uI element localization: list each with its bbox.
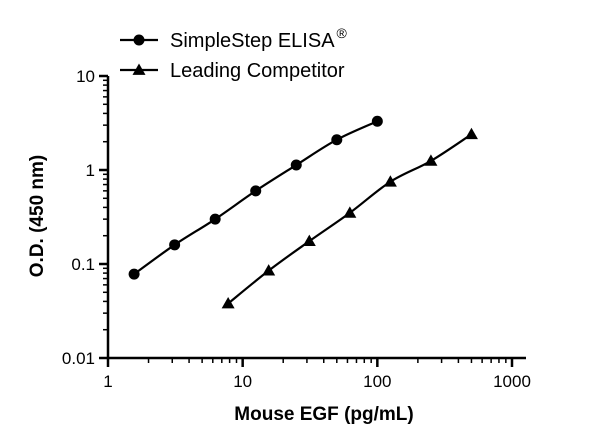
y-axis-title: O.D. (450 nm) [27, 155, 48, 277]
legend-marker [132, 63, 146, 75]
data-point [262, 264, 276, 276]
series-line [227, 133, 473, 305]
data-point [209, 213, 221, 225]
y-tick-label: 0.1 [71, 255, 95, 274]
legend-item-1: SimpleStep ELISA ® [120, 25, 348, 52]
legend-item-2: Leading Competitor [120, 60, 345, 82]
data-point [424, 154, 438, 166]
data-point [383, 175, 397, 187]
legend-label: Leading Competitor [170, 60, 345, 82]
y-tick-label: 0.01 [62, 349, 95, 368]
x-tick-label: 1000 [493, 372, 531, 391]
plot-area [128, 115, 478, 309]
data-point [331, 134, 343, 146]
x-tick-label: 10 [233, 372, 252, 391]
data-point [250, 185, 262, 197]
axes: 1 10 100 1000 0.01 0.1 1 10 [62, 67, 531, 391]
data-point [464, 127, 478, 140]
series-2 [221, 127, 478, 309]
data-point [302, 234, 316, 247]
series-1 [128, 115, 383, 280]
x-axis-title: Mouse EGF (pg/mL) [234, 404, 413, 425]
x-tick-label: 100 [363, 372, 391, 391]
data-point [343, 206, 357, 218]
legend: SimpleStep ELISA ® Leading Competitor [120, 25, 348, 82]
legend-superscript: ® [337, 25, 348, 41]
series-line [133, 120, 378, 276]
data-point [128, 268, 140, 280]
legend-label: SimpleStep ELISA ® [170, 25, 348, 52]
data-point [290, 159, 302, 171]
y-tick-label: 1 [86, 161, 95, 180]
y-tick-label: 10 [76, 67, 95, 86]
legend-marker [133, 34, 145, 46]
x-tick-label: 1 [103, 372, 112, 391]
data-point [169, 239, 181, 251]
data-point [221, 297, 235, 309]
data-point [371, 115, 383, 127]
